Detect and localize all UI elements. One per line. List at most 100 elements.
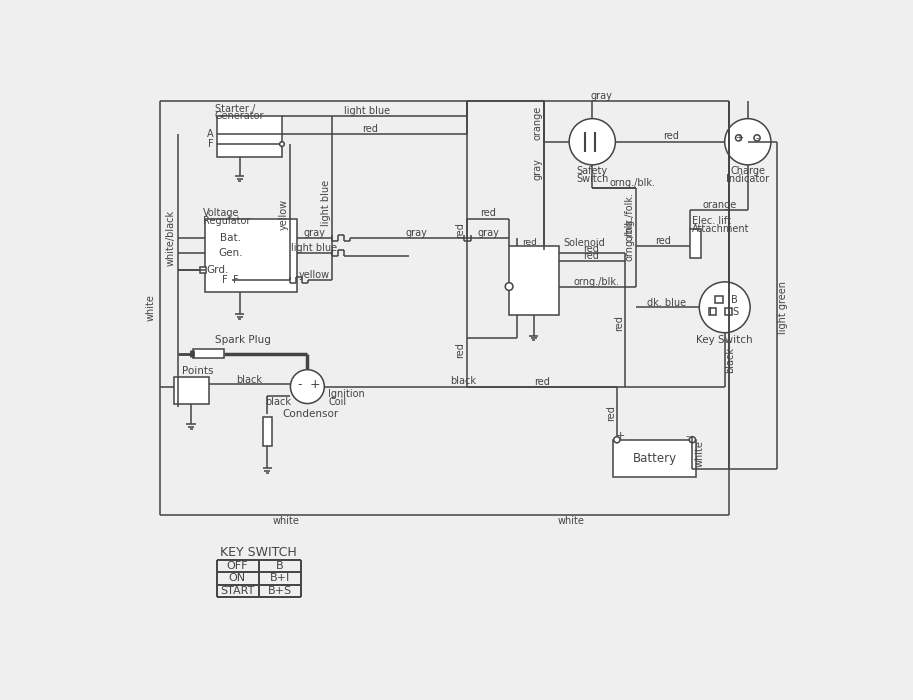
Text: -: - xyxy=(686,431,689,441)
Bar xyxy=(613,440,697,477)
Text: gray: gray xyxy=(591,90,613,101)
Text: S: S xyxy=(732,307,739,317)
Bar xyxy=(708,308,716,315)
Text: red: red xyxy=(480,209,497,218)
Text: gray: gray xyxy=(477,228,499,237)
Text: light green: light green xyxy=(778,281,788,334)
Text: Generator: Generator xyxy=(215,111,265,121)
Text: red: red xyxy=(583,244,600,254)
Bar xyxy=(263,416,272,446)
Text: Starter /: Starter / xyxy=(215,104,256,114)
Text: KEY SWITCH: KEY SWITCH xyxy=(220,547,298,559)
Text: Condensor: Condensor xyxy=(282,409,338,419)
Bar xyxy=(200,267,205,272)
Text: Regulator: Regulator xyxy=(204,216,251,226)
Bar xyxy=(194,349,225,358)
Text: START: START xyxy=(220,586,255,596)
Text: +: + xyxy=(616,431,625,441)
Text: yellow: yellow xyxy=(278,199,289,230)
Text: black: black xyxy=(725,346,735,372)
Text: Ignition: Ignition xyxy=(328,389,365,399)
Text: Indicator: Indicator xyxy=(726,174,770,183)
Circle shape xyxy=(725,118,771,165)
Text: orange: orange xyxy=(532,106,542,139)
Text: orng./blk.: orng./blk. xyxy=(573,277,619,287)
Text: +: + xyxy=(735,133,742,143)
Text: black: black xyxy=(450,376,476,386)
Text: red: red xyxy=(362,124,379,134)
Text: Solenoid: Solenoid xyxy=(563,237,604,248)
Text: I: I xyxy=(708,307,711,317)
Text: gray: gray xyxy=(532,158,542,180)
Text: Grd.: Grd. xyxy=(207,265,229,275)
Text: light blue: light blue xyxy=(343,106,390,116)
Bar xyxy=(205,218,298,292)
Circle shape xyxy=(290,370,324,403)
Circle shape xyxy=(699,282,750,332)
Text: Charge: Charge xyxy=(730,166,765,176)
Text: red: red xyxy=(522,238,538,247)
Circle shape xyxy=(279,141,284,146)
Circle shape xyxy=(689,437,696,443)
Text: black: black xyxy=(236,374,263,385)
Text: white: white xyxy=(557,517,584,526)
Bar xyxy=(174,377,209,405)
Text: OFF: OFF xyxy=(226,561,248,571)
Bar xyxy=(216,116,282,158)
Text: orng./folk.: orng./folk. xyxy=(625,192,635,241)
Text: Coil: Coil xyxy=(328,397,346,407)
Text: ON: ON xyxy=(229,573,246,583)
Text: B+S: B+S xyxy=(268,586,292,596)
Text: F: F xyxy=(208,139,214,149)
Text: red: red xyxy=(656,236,671,246)
Text: Spark Plug: Spark Plug xyxy=(215,335,271,345)
Circle shape xyxy=(505,283,513,290)
Text: Gen.: Gen. xyxy=(218,248,243,258)
Text: yellow: yellow xyxy=(299,270,330,280)
Text: light blue: light blue xyxy=(291,243,338,253)
Text: Bat.: Bat. xyxy=(220,233,241,243)
Text: red: red xyxy=(663,132,678,141)
Bar xyxy=(690,229,701,258)
Text: Elec. lift: Elec. lift xyxy=(692,216,731,226)
Text: red: red xyxy=(456,342,466,358)
Text: F: F xyxy=(233,274,238,285)
Text: red: red xyxy=(605,405,615,421)
Text: +: + xyxy=(310,378,320,391)
Circle shape xyxy=(569,118,615,165)
Text: B+I: B+I xyxy=(269,573,289,583)
Text: -: - xyxy=(755,133,759,143)
Circle shape xyxy=(736,135,741,141)
Text: B: B xyxy=(731,295,738,304)
Text: Switch: Switch xyxy=(576,174,608,183)
Text: red: red xyxy=(456,223,466,238)
Circle shape xyxy=(754,135,761,141)
Bar xyxy=(716,295,723,302)
Text: Safety: Safety xyxy=(577,166,608,176)
Text: Battery: Battery xyxy=(633,452,677,465)
Text: orange: orange xyxy=(702,200,737,210)
Text: Attachment: Attachment xyxy=(692,224,750,234)
Text: red: red xyxy=(614,315,624,330)
Text: red: red xyxy=(534,377,551,387)
Text: white: white xyxy=(694,440,704,467)
Text: orng./blk.: orng./blk. xyxy=(625,215,635,261)
Text: white: white xyxy=(145,294,155,321)
Text: red: red xyxy=(583,251,600,260)
Text: light blue: light blue xyxy=(320,181,331,226)
Text: gray: gray xyxy=(303,228,325,237)
Bar xyxy=(509,246,559,315)
Text: dk. blue: dk. blue xyxy=(647,298,687,308)
Text: white/black: white/black xyxy=(166,210,176,266)
Text: F: F xyxy=(222,274,227,285)
Text: black: black xyxy=(265,397,291,407)
Circle shape xyxy=(614,437,620,443)
Text: Voltage: Voltage xyxy=(204,209,240,218)
Text: B: B xyxy=(276,561,283,571)
Text: A: A xyxy=(207,129,214,139)
Text: white: white xyxy=(272,517,299,526)
Text: orng./blk.: orng./blk. xyxy=(610,178,656,188)
Text: gray: gray xyxy=(405,228,427,239)
Bar xyxy=(725,308,732,315)
Text: Key Switch: Key Switch xyxy=(697,335,753,345)
